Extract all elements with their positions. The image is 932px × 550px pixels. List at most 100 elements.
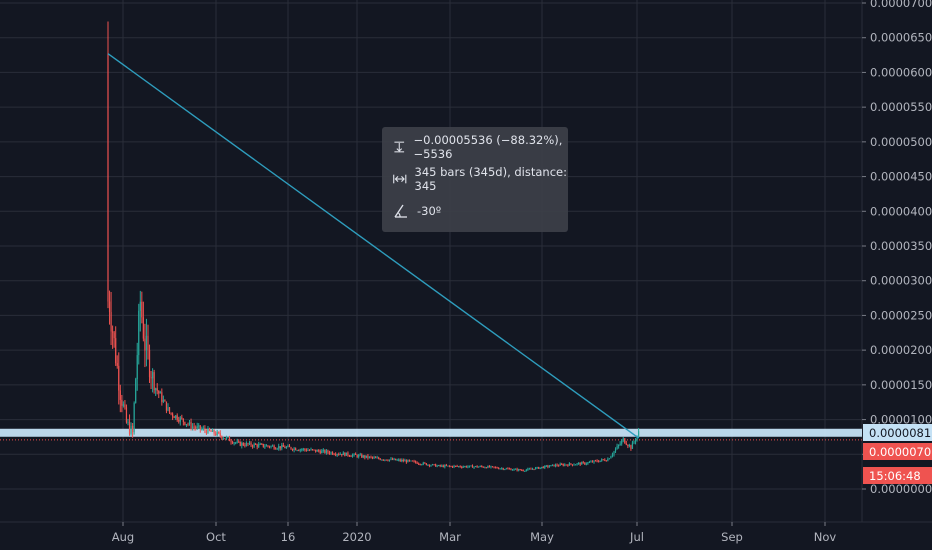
candle[interactable] (264, 443, 266, 449)
candle[interactable] (128, 414, 131, 436)
candle[interactable] (285, 446, 288, 449)
candle[interactable] (351, 453, 354, 458)
candle[interactable] (488, 465, 491, 468)
candle[interactable] (405, 459, 407, 464)
candle[interactable] (215, 431, 217, 436)
candle[interactable] (425, 463, 427, 466)
candle[interactable] (256, 443, 258, 450)
candle[interactable] (439, 464, 441, 468)
candle[interactable] (171, 412, 174, 421)
candle[interactable] (531, 467, 534, 470)
candle[interactable] (199, 425, 201, 433)
candle[interactable] (482, 466, 484, 468)
candle[interactable] (238, 439, 240, 443)
candle[interactable] (356, 454, 358, 458)
candle[interactable] (187, 422, 189, 427)
candle[interactable] (413, 459, 415, 463)
candle[interactable] (159, 390, 161, 394)
candle[interactable] (302, 447, 304, 452)
candle[interactable] (255, 442, 257, 445)
candle[interactable] (116, 355, 118, 369)
candle[interactable] (622, 436, 624, 443)
candle[interactable] (324, 449, 326, 454)
candle[interactable] (268, 445, 271, 449)
candle[interactable] (479, 465, 481, 468)
candle[interactable] (299, 448, 301, 453)
candle[interactable] (362, 454, 364, 459)
candle[interactable] (158, 390, 160, 399)
candle[interactable] (574, 464, 577, 466)
candle[interactable] (162, 395, 164, 404)
candle[interactable] (267, 445, 269, 448)
candle[interactable] (444, 464, 446, 469)
candle[interactable] (464, 465, 466, 468)
candle[interactable] (175, 415, 177, 420)
candle[interactable] (448, 465, 451, 468)
candle[interactable] (225, 435, 228, 441)
candle[interactable] (308, 449, 311, 452)
candle[interactable] (434, 463, 437, 467)
trend-line[interactable] (107, 53, 640, 439)
candle[interactable] (581, 461, 583, 465)
candle[interactable] (236, 438, 238, 444)
candle[interactable] (173, 415, 175, 419)
candle[interactable] (585, 462, 587, 466)
candle[interactable] (468, 465, 471, 468)
candle[interactable] (571, 464, 574, 467)
candle[interactable] (318, 449, 320, 453)
candle[interactable] (407, 459, 409, 463)
candle[interactable] (534, 466, 537, 470)
candle[interactable] (211, 428, 214, 433)
candle[interactable] (295, 447, 297, 451)
candle[interactable] (570, 463, 572, 466)
candle[interactable] (233, 441, 235, 446)
candle[interactable] (604, 458, 606, 462)
candle[interactable] (436, 464, 438, 468)
candle[interactable] (631, 440, 634, 449)
candle[interactable] (207, 426, 209, 434)
candle[interactable] (551, 464, 554, 467)
candle[interactable] (562, 463, 564, 467)
candle[interactable] (282, 442, 284, 447)
candle[interactable] (178, 416, 180, 424)
candle[interactable] (218, 431, 220, 435)
candle[interactable] (112, 325, 114, 349)
candle[interactable] (471, 464, 474, 468)
candle[interactable] (248, 441, 251, 446)
candle[interactable] (367, 453, 369, 460)
candle[interactable] (350, 454, 352, 458)
candle[interactable] (216, 429, 218, 437)
candle[interactable] (152, 368, 154, 393)
candle[interactable] (244, 442, 246, 448)
candle[interactable] (433, 464, 435, 466)
candle[interactable] (590, 460, 592, 463)
candle[interactable] (462, 465, 464, 468)
candle[interactable] (553, 464, 555, 467)
candle[interactable] (624, 438, 626, 444)
candle[interactable] (524, 470, 526, 472)
candle[interactable] (599, 460, 601, 463)
candle[interactable] (418, 462, 420, 465)
candle[interactable] (241, 441, 243, 449)
candle[interactable] (547, 464, 549, 469)
candle[interactable] (184, 421, 186, 426)
candle[interactable] (427, 464, 429, 466)
candle[interactable] (398, 458, 400, 462)
candle[interactable] (322, 448, 324, 453)
candle[interactable] (530, 467, 532, 470)
candle[interactable] (568, 462, 570, 466)
candle[interactable] (410, 460, 412, 462)
candle[interactable] (281, 442, 283, 451)
candle[interactable] (598, 459, 600, 463)
candle[interactable] (127, 418, 129, 426)
candle[interactable] (504, 468, 506, 471)
candle[interactable] (253, 442, 255, 448)
candle[interactable] (227, 436, 229, 439)
candle[interactable] (582, 460, 584, 464)
candle[interactable] (341, 453, 343, 457)
candle[interactable] (331, 451, 334, 456)
candle[interactable] (270, 445, 272, 449)
candle[interactable] (408, 459, 411, 462)
candle[interactable] (307, 448, 309, 452)
candle[interactable] (310, 447, 312, 451)
